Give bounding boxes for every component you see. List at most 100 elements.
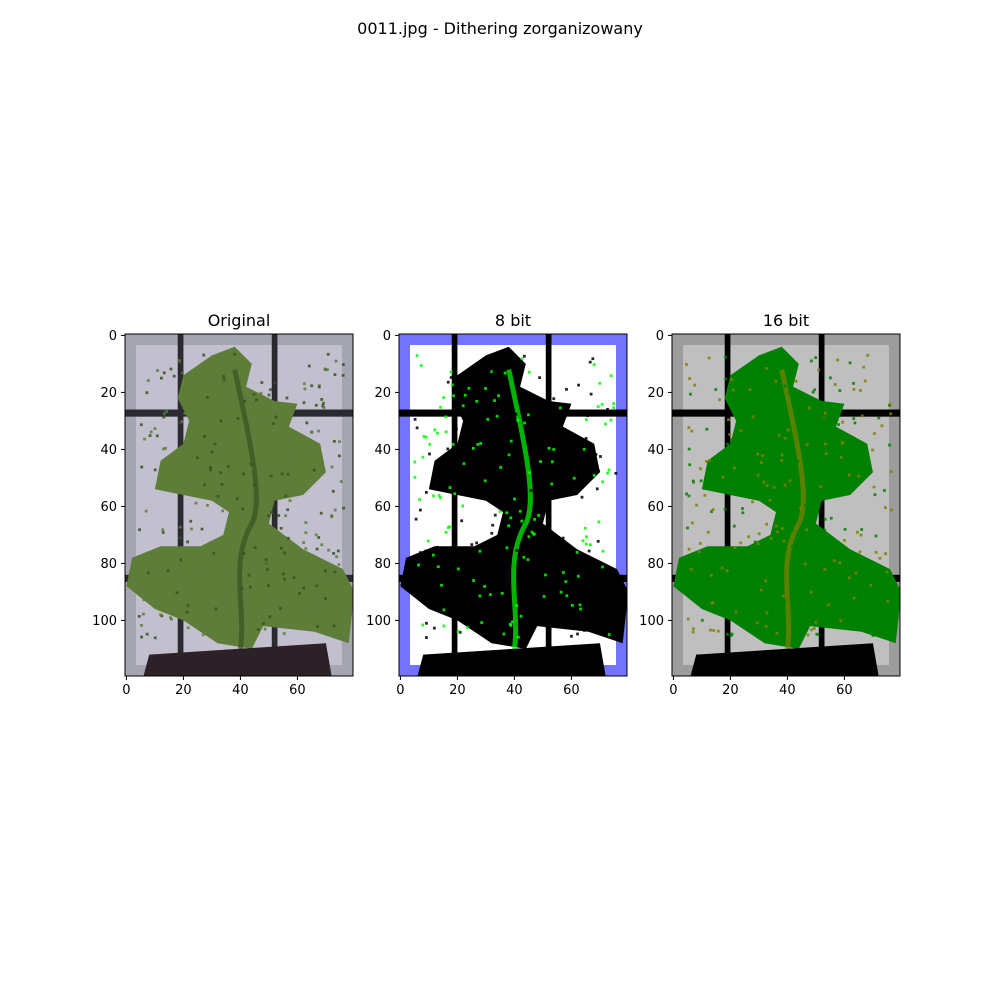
dither-pixel xyxy=(256,628,260,631)
dither-pixel xyxy=(436,545,440,549)
dither-pixel xyxy=(222,375,226,378)
dither-pixel xyxy=(810,605,814,609)
dither-pixel xyxy=(228,572,232,575)
dither-pixel xyxy=(153,468,157,472)
dither-pixel xyxy=(283,444,287,448)
dither-pixel xyxy=(489,370,493,373)
x-tick-label: 60 xyxy=(836,683,853,698)
dither-pixel xyxy=(493,513,497,517)
dither-pixel xyxy=(226,465,230,468)
dither-pixel xyxy=(279,526,283,530)
dither-pixel xyxy=(185,582,188,586)
dither-pixel xyxy=(236,417,240,420)
dither-pixel xyxy=(842,606,846,609)
dither-pixel xyxy=(607,468,611,472)
dither-pixel xyxy=(576,574,580,578)
dither-pixel xyxy=(783,600,787,604)
dither-pixel xyxy=(872,485,876,489)
dither-pixel xyxy=(509,623,513,627)
dither-pixel xyxy=(586,414,590,418)
dither-pixel xyxy=(261,558,264,562)
dither-pixel xyxy=(726,442,729,446)
dither-pixel xyxy=(751,500,754,504)
dither-pixel xyxy=(790,456,794,460)
dither-pixel xyxy=(709,573,713,577)
dither-pixel xyxy=(885,570,889,574)
window-bar-vertical xyxy=(271,334,278,676)
dither-pixel xyxy=(505,546,509,550)
dither-pixel xyxy=(595,487,599,491)
dither-pixel xyxy=(186,603,190,607)
bonsai-pot xyxy=(417,643,606,676)
dither-pixel xyxy=(589,543,592,547)
dither-pixel xyxy=(317,429,320,433)
dither-pixel xyxy=(276,494,280,498)
dither-pixel xyxy=(212,551,216,555)
dither-pixel xyxy=(565,594,569,598)
dither-pixel xyxy=(817,368,821,372)
dither-pixel xyxy=(337,563,341,567)
dither-pixel xyxy=(504,390,508,394)
dither-pixel xyxy=(756,473,760,477)
dither-pixel xyxy=(727,418,730,422)
panel-title: Original xyxy=(208,311,271,330)
y-tick-label: 40 xyxy=(647,443,664,458)
image-panel-2: 8 bit 0 20 40 60 0 20 40 60 80 100 xyxy=(366,311,628,698)
dither-pixel xyxy=(442,624,446,628)
dither-pixel xyxy=(514,412,518,416)
dither-pixel xyxy=(224,544,228,548)
dither-pixel xyxy=(803,562,807,566)
dither-pixel xyxy=(302,382,306,386)
y-tick-label: 60 xyxy=(100,500,117,515)
dither-pixel xyxy=(452,489,455,493)
dither-pixel xyxy=(825,616,829,620)
dither-pixel xyxy=(813,388,817,392)
dither-pixel xyxy=(156,369,159,373)
dither-pixel xyxy=(587,549,591,553)
dither-pixel xyxy=(186,626,190,630)
dither-pixel xyxy=(747,535,751,539)
dither-pixel xyxy=(205,566,209,570)
dither-pixel xyxy=(729,634,733,637)
dither-pixel xyxy=(270,467,274,471)
dither-pixel xyxy=(432,626,436,630)
dither-pixel xyxy=(739,541,743,545)
dither-pixel xyxy=(859,533,863,537)
dither-pixel xyxy=(465,465,469,469)
dither-pixel xyxy=(872,432,876,435)
x-tick-label: 20 xyxy=(449,683,466,698)
dither-pixel xyxy=(424,549,428,553)
dither-pixel xyxy=(524,400,528,404)
dither-pixel xyxy=(479,441,483,445)
dither-pixel xyxy=(564,580,568,584)
dither-pixel xyxy=(852,417,856,420)
dither-pixel xyxy=(584,542,588,546)
dither-pixel xyxy=(425,636,428,639)
dither-pixel xyxy=(838,558,842,562)
dither-pixel xyxy=(426,539,430,543)
dither-pixel xyxy=(304,547,308,551)
x-tick-label: 40 xyxy=(232,683,249,698)
dither-pixel xyxy=(339,480,343,483)
dither-pixel xyxy=(238,353,242,357)
dither-pixel xyxy=(482,565,486,569)
dither-pixel xyxy=(594,453,598,456)
dither-pixel xyxy=(513,497,517,501)
dither-pixel xyxy=(444,530,448,534)
dither-pixel xyxy=(162,410,166,414)
dither-pixel xyxy=(227,389,231,393)
dither-pixel xyxy=(530,530,534,534)
dither-pixel xyxy=(720,566,724,570)
dither-pixel xyxy=(589,392,593,396)
dither-pixel xyxy=(322,406,326,409)
dither-pixel xyxy=(248,566,252,570)
y-tick-label: 60 xyxy=(374,500,391,515)
dither-pixel xyxy=(435,580,439,583)
dither-pixel xyxy=(786,428,790,432)
dither-pixel xyxy=(482,620,486,624)
dither-pixel xyxy=(181,560,184,564)
dither-pixel xyxy=(809,590,813,594)
y-tick-label: 20 xyxy=(100,386,117,401)
dither-pixel xyxy=(519,614,523,618)
dither-pixel xyxy=(160,376,163,380)
